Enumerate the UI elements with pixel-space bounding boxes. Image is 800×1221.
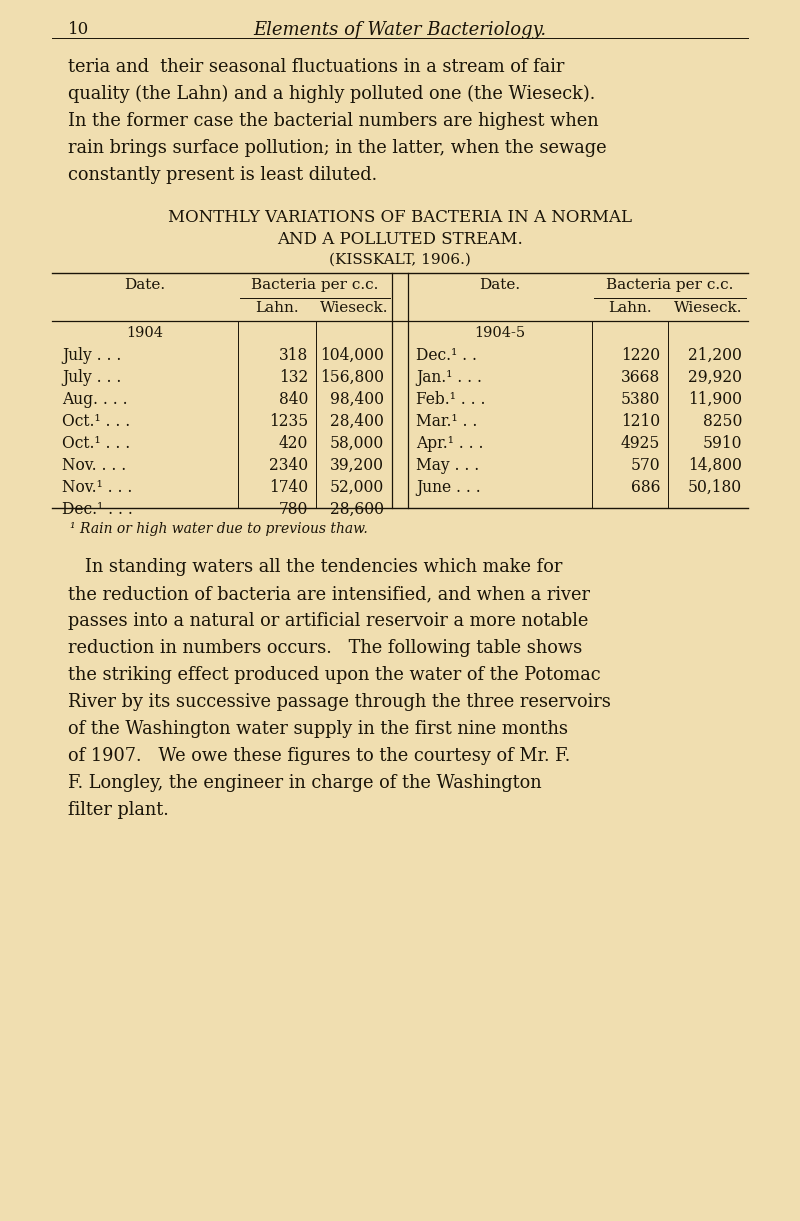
Text: 28,600: 28,600 bbox=[330, 501, 384, 518]
Text: 5910: 5910 bbox=[702, 435, 742, 452]
Text: filter plant.: filter plant. bbox=[68, 801, 169, 819]
Text: Date.: Date. bbox=[125, 278, 166, 292]
Text: 1210: 1210 bbox=[621, 413, 660, 430]
Text: 318: 318 bbox=[278, 347, 308, 364]
Text: passes into a natural or artificial reservoir a more notable: passes into a natural or artificial rese… bbox=[68, 612, 588, 630]
Text: Apr.¹ . . .: Apr.¹ . . . bbox=[416, 435, 483, 452]
Text: May . . .: May . . . bbox=[416, 457, 479, 474]
Text: Wieseck.: Wieseck. bbox=[320, 302, 388, 315]
Text: Lahn.: Lahn. bbox=[608, 302, 652, 315]
Text: In the former case the bacterial numbers are highest when: In the former case the bacterial numbers… bbox=[68, 112, 598, 129]
Text: 10: 10 bbox=[68, 21, 90, 38]
Text: 8250: 8250 bbox=[702, 413, 742, 430]
Text: the striking effect produced upon the water of the Potomac: the striking effect produced upon the wa… bbox=[68, 665, 601, 684]
Text: Oct.¹ . . .: Oct.¹ . . . bbox=[62, 413, 130, 430]
Text: 780: 780 bbox=[278, 501, 308, 518]
Text: Oct.¹ . . .: Oct.¹ . . . bbox=[62, 435, 130, 452]
Text: teria and  their seasonal fluctuations in a stream of fair: teria and their seasonal fluctuations in… bbox=[68, 59, 564, 76]
Text: 3668: 3668 bbox=[621, 369, 660, 386]
Text: ¹ Rain or high water due to previous thaw.: ¹ Rain or high water due to previous tha… bbox=[70, 523, 368, 536]
Text: (KISSKALT, 1906.): (KISSKALT, 1906.) bbox=[329, 253, 471, 267]
Text: 104,000: 104,000 bbox=[320, 347, 384, 364]
Text: 156,800: 156,800 bbox=[320, 369, 384, 386]
Text: rain brings surface pollution; in the latter, when the sewage: rain brings surface pollution; in the la… bbox=[68, 139, 606, 158]
Text: 28,400: 28,400 bbox=[330, 413, 384, 430]
Text: 1235: 1235 bbox=[269, 413, 308, 430]
Text: Wieseck.: Wieseck. bbox=[674, 302, 742, 315]
Text: F. Longley, the engineer in charge of the Washington: F. Longley, the engineer in charge of th… bbox=[68, 774, 542, 792]
Text: 98,400: 98,400 bbox=[330, 391, 384, 408]
Text: AND A POLLUTED STREAM.: AND A POLLUTED STREAM. bbox=[277, 231, 523, 248]
Text: Bacteria per c.c.: Bacteria per c.c. bbox=[606, 278, 734, 292]
Text: June . . .: June . . . bbox=[416, 479, 481, 496]
Text: Bacteria per c.c.: Bacteria per c.c. bbox=[251, 278, 378, 292]
Text: MONTHLY VARIATIONS OF BACTERIA IN A NORMAL: MONTHLY VARIATIONS OF BACTERIA IN A NORM… bbox=[168, 209, 632, 226]
Text: Elements of Water Bacteriology.: Elements of Water Bacteriology. bbox=[254, 21, 546, 39]
Text: 58,000: 58,000 bbox=[330, 435, 384, 452]
Text: 29,920: 29,920 bbox=[688, 369, 742, 386]
Text: Jan.¹ . . .: Jan.¹ . . . bbox=[416, 369, 482, 386]
Text: Lahn.: Lahn. bbox=[255, 302, 299, 315]
Text: In standing waters all the tendencies which make for: In standing waters all the tendencies wh… bbox=[68, 558, 562, 576]
Text: Aug. . . .: Aug. . . . bbox=[62, 391, 128, 408]
Text: July . . .: July . . . bbox=[62, 347, 122, 364]
Text: 686: 686 bbox=[630, 479, 660, 496]
Text: 1904: 1904 bbox=[126, 326, 163, 339]
Text: 11,900: 11,900 bbox=[688, 391, 742, 408]
Text: reduction in numbers occurs.   The following table shows: reduction in numbers occurs. The followi… bbox=[68, 639, 582, 657]
Text: 840: 840 bbox=[278, 391, 308, 408]
Text: 2340: 2340 bbox=[269, 457, 308, 474]
Text: 1740: 1740 bbox=[269, 479, 308, 496]
Text: 14,800: 14,800 bbox=[688, 457, 742, 474]
Text: 1220: 1220 bbox=[621, 347, 660, 364]
Text: Nov. . . .: Nov. . . . bbox=[62, 457, 126, 474]
Text: 1904-5: 1904-5 bbox=[474, 326, 526, 339]
Text: 132: 132 bbox=[278, 369, 308, 386]
Text: constantly present is least diluted.: constantly present is least diluted. bbox=[68, 166, 377, 184]
Text: River by its successive passage through the three reservoirs: River by its successive passage through … bbox=[68, 694, 611, 711]
Text: Nov.¹ . . .: Nov.¹ . . . bbox=[62, 479, 132, 496]
Text: 4925: 4925 bbox=[621, 435, 660, 452]
Text: 50,180: 50,180 bbox=[688, 479, 742, 496]
Text: of the Washington water supply in the first nine months: of the Washington water supply in the fi… bbox=[68, 720, 568, 737]
Text: July . . .: July . . . bbox=[62, 369, 122, 386]
Text: 39,200: 39,200 bbox=[330, 457, 384, 474]
Text: 21,200: 21,200 bbox=[688, 347, 742, 364]
Text: quality (the Lahn) and a highly polluted one (the Wieseck).: quality (the Lahn) and a highly polluted… bbox=[68, 85, 595, 104]
Text: 570: 570 bbox=[630, 457, 660, 474]
Text: the reduction of bacteria are intensified, and when a river: the reduction of bacteria are intensifie… bbox=[68, 585, 590, 603]
Text: of 1907.   We owe these figures to the courtesy of Mr. F.: of 1907. We owe these figures to the cou… bbox=[68, 747, 570, 766]
Text: Date.: Date. bbox=[479, 278, 521, 292]
Text: 420: 420 bbox=[278, 435, 308, 452]
Text: Mar.¹ . .: Mar.¹ . . bbox=[416, 413, 478, 430]
Text: 5380: 5380 bbox=[621, 391, 660, 408]
Text: Feb.¹ . . .: Feb.¹ . . . bbox=[416, 391, 486, 408]
Text: Dec.¹ . . .: Dec.¹ . . . bbox=[62, 501, 133, 518]
Text: Dec.¹ . .: Dec.¹ . . bbox=[416, 347, 477, 364]
Text: 52,000: 52,000 bbox=[330, 479, 384, 496]
